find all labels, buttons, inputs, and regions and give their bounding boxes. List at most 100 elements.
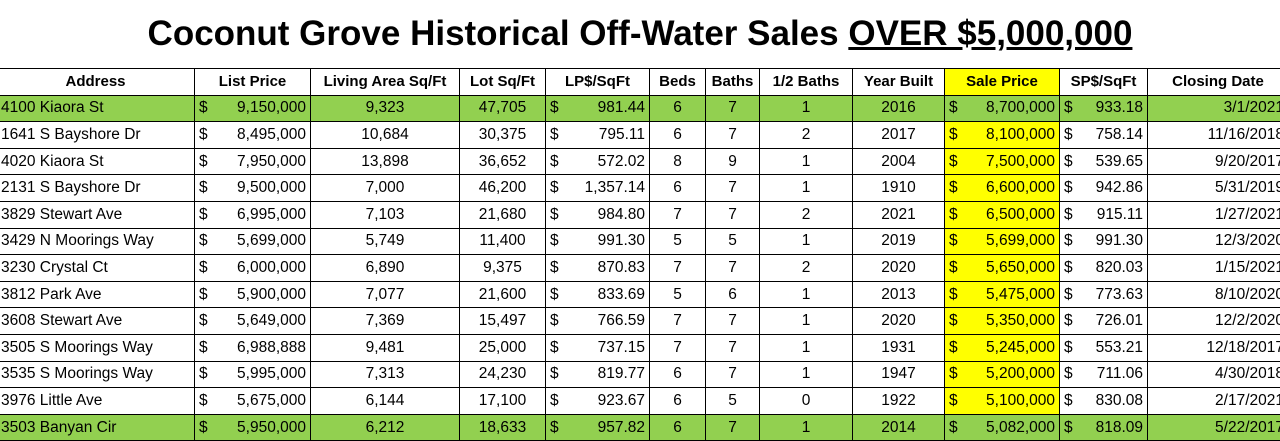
cell-list-price: $5,900,000 bbox=[195, 281, 311, 308]
cell-sp-sqft-value: 830.08 bbox=[1096, 392, 1143, 410]
header-row: Address List Price Living Area Sq/Ft Lot… bbox=[0, 69, 1280, 96]
cell-sale-price: $5,350,000 bbox=[945, 308, 1060, 335]
cell-sale-price: $8,100,000 bbox=[945, 122, 1060, 149]
cell-sale-price: $6,600,000 bbox=[945, 175, 1060, 202]
dollar-sign: $ bbox=[1064, 392, 1073, 410]
col-header-closing-date: Closing Date bbox=[1148, 69, 1280, 96]
dollar-sign: $ bbox=[1064, 259, 1073, 277]
cell-list-price: $6,995,000 bbox=[195, 201, 311, 228]
cell-sp-sqft-value: 726.01 bbox=[1096, 312, 1143, 330]
col-header-half-baths: 1/2 Baths bbox=[760, 69, 853, 96]
cell-sale-price: $5,100,000 bbox=[945, 388, 1060, 415]
cell-closing-date: 9/20/2017 bbox=[1148, 148, 1280, 175]
cell-lp-sqft-value: 833.69 bbox=[598, 286, 645, 304]
cell-lot: 15,497 bbox=[460, 308, 546, 335]
cell-sp-sqft: $991.30 bbox=[1060, 228, 1148, 255]
cell-living-area: 6,890 bbox=[311, 255, 460, 282]
cell-year-built: 1947 bbox=[853, 361, 945, 388]
cell-sp-sqft-value: 991.30 bbox=[1096, 232, 1143, 250]
col-header-living-area: Living Area Sq/Ft bbox=[311, 69, 460, 96]
title-main: Coconut Grove Historical Off-Water Sales bbox=[148, 14, 849, 53]
cell-sale-price-value: 6,500,000 bbox=[986, 206, 1055, 224]
cell-lp-sqft-value: 981.44 bbox=[598, 99, 645, 117]
cell-sp-sqft-value: 539.65 bbox=[1096, 153, 1143, 171]
cell-sale-price: $6,500,000 bbox=[945, 201, 1060, 228]
cell-list-price-value: 5,699,000 bbox=[237, 232, 306, 250]
cell-beds: 7 bbox=[650, 308, 706, 335]
cell-closing-date: 4/30/2018 bbox=[1148, 361, 1280, 388]
dollar-sign: $ bbox=[550, 286, 559, 304]
cell-lp-sqft-value: 572.02 bbox=[598, 153, 645, 171]
cell-sale-price-value: 5,082,000 bbox=[986, 419, 1055, 437]
cell-sp-sqft-value: 773.63 bbox=[1096, 286, 1143, 304]
cell-address: 3976 Little Ave bbox=[0, 388, 195, 415]
cell-living-area: 7,313 bbox=[311, 361, 460, 388]
cell-baths: 7 bbox=[706, 334, 760, 361]
cell-sp-sqft: $553.21 bbox=[1060, 334, 1148, 361]
cell-lot: 46,200 bbox=[460, 175, 546, 202]
cell-lot: 47,705 bbox=[460, 95, 546, 122]
cell-year-built: 2021 bbox=[853, 201, 945, 228]
cell-beds: 6 bbox=[650, 388, 706, 415]
cell-lot: 25,000 bbox=[460, 334, 546, 361]
dollar-sign: $ bbox=[199, 392, 208, 410]
cell-lp-sqft: $923.67 bbox=[546, 388, 650, 415]
cell-sp-sqft: $758.14 bbox=[1060, 122, 1148, 149]
dollar-sign: $ bbox=[949, 419, 958, 437]
cell-list-price: $9,500,000 bbox=[195, 175, 311, 202]
cell-lp-sqft-value: 819.77 bbox=[598, 365, 645, 383]
cell-beds: 6 bbox=[650, 361, 706, 388]
cell-lp-sqft-value: 923.67 bbox=[598, 392, 645, 410]
cell-list-price-value: 5,995,000 bbox=[237, 365, 306, 383]
cell-sale-price-value: 7,500,000 bbox=[986, 153, 1055, 171]
cell-sale-price-value: 5,245,000 bbox=[986, 339, 1055, 357]
cell-sale-price: $5,200,000 bbox=[945, 361, 1060, 388]
cell-lot: 21,680 bbox=[460, 201, 546, 228]
dollar-sign: $ bbox=[949, 232, 958, 250]
cell-half-baths: 1 bbox=[760, 281, 853, 308]
cell-address: 4100 Kiaora St bbox=[0, 95, 195, 122]
dollar-sign: $ bbox=[1064, 153, 1073, 171]
cell-sp-sqft-value: 942.86 bbox=[1096, 179, 1143, 197]
col-header-list-price: List Price bbox=[195, 69, 311, 96]
cell-beds: 6 bbox=[650, 122, 706, 149]
dollar-sign: $ bbox=[949, 286, 958, 304]
cell-baths: 7 bbox=[706, 122, 760, 149]
cell-sp-sqft: $820.03 bbox=[1060, 255, 1148, 282]
cell-baths: 6 bbox=[706, 281, 760, 308]
cell-lp-sqft: $870.83 bbox=[546, 255, 650, 282]
dollar-sign: $ bbox=[1064, 365, 1073, 383]
col-header-beds: Beds bbox=[650, 69, 706, 96]
dollar-sign: $ bbox=[949, 312, 958, 330]
cell-living-area: 7,103 bbox=[311, 201, 460, 228]
dollar-sign: $ bbox=[199, 365, 208, 383]
cell-beds: 8 bbox=[650, 148, 706, 175]
cell-closing-date: 12/3/2020 bbox=[1148, 228, 1280, 255]
cell-baths: 5 bbox=[706, 228, 760, 255]
cell-closing-date: 8/10/2020 bbox=[1148, 281, 1280, 308]
cell-baths: 7 bbox=[706, 175, 760, 202]
cell-address: 3535 S Moorings Way bbox=[0, 361, 195, 388]
cell-list-price-value: 6,000,000 bbox=[237, 259, 306, 277]
dollar-sign: $ bbox=[1064, 339, 1073, 357]
cell-address: 2131 S Bayshore Dr bbox=[0, 175, 195, 202]
cell-beds: 7 bbox=[650, 201, 706, 228]
cell-address: 1641 S Bayshore Dr bbox=[0, 122, 195, 149]
dollar-sign: $ bbox=[1064, 206, 1073, 224]
dollar-sign: $ bbox=[949, 206, 958, 224]
dollar-sign: $ bbox=[550, 365, 559, 383]
dollar-sign: $ bbox=[550, 206, 559, 224]
dollar-sign: $ bbox=[550, 99, 559, 117]
cell-lp-sqft: $819.77 bbox=[546, 361, 650, 388]
dollar-sign: $ bbox=[199, 99, 208, 117]
col-header-lot: Lot Sq/Ft bbox=[460, 69, 546, 96]
cell-sp-sqft-value: 820.03 bbox=[1096, 259, 1143, 277]
cell-half-baths: 1 bbox=[760, 334, 853, 361]
cell-baths: 7 bbox=[706, 255, 760, 282]
cell-closing-date: 1/27/2021 bbox=[1148, 201, 1280, 228]
dollar-sign: $ bbox=[949, 126, 958, 144]
